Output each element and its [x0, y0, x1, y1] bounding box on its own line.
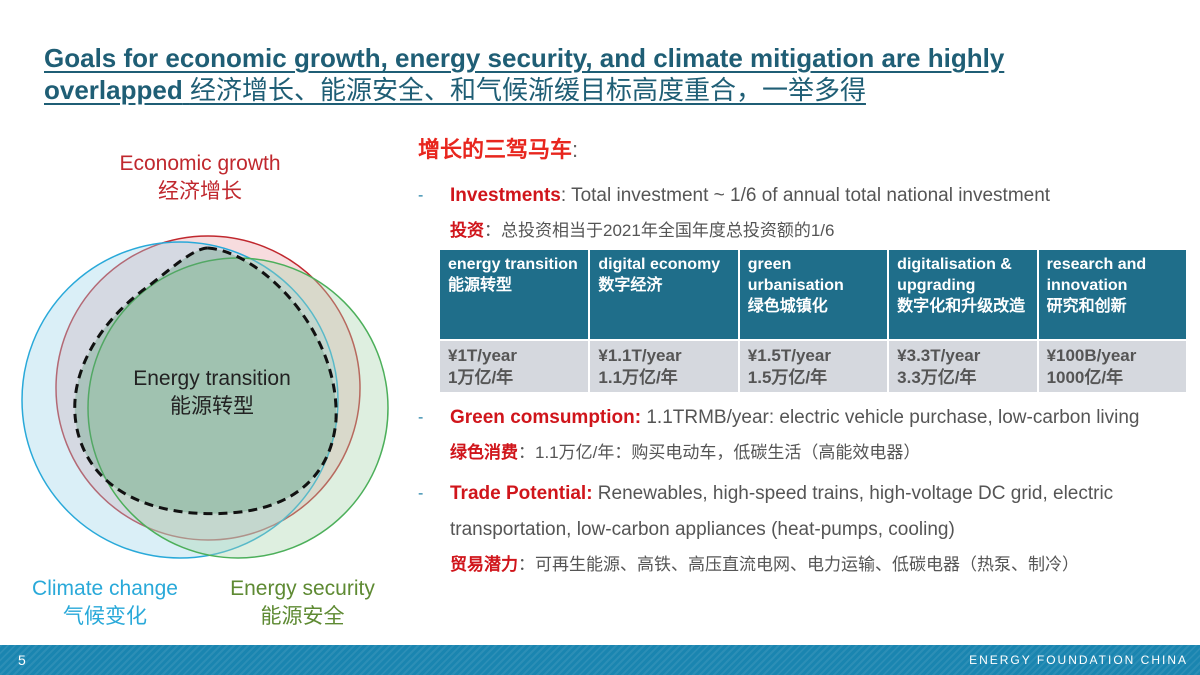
- value-en: ¥100B/year: [1046, 346, 1137, 365]
- value-cn: 1.1万亿/年: [598, 368, 678, 387]
- green-cn-label: 绿色消费: [450, 443, 518, 462]
- title-en-line1: Goals for economic growth, energy securi…: [44, 43, 1005, 73]
- value-en: ¥1.1T/year: [598, 346, 682, 365]
- economic-cn: 经济增长: [158, 180, 242, 203]
- header-cn: 绿色城镇化: [747, 298, 828, 315]
- bullet-dash-icon: -: [418, 187, 424, 204]
- circle-economic: [55, 235, 361, 541]
- label-energy-security: Energy security 能源安全: [205, 575, 400, 631]
- trade-label: Trade Potential:: [450, 483, 593, 504]
- transition-en: Energy transition: [133, 367, 291, 390]
- investments-text: : Total investment ~ 1/6 of annual total…: [560, 185, 1051, 206]
- section-heading: 增长的三驾马车:: [418, 132, 1188, 164]
- security-cn: 能源安全: [260, 605, 345, 628]
- table-cell: ¥1.5T/year 1.5万亿/年: [738, 339, 890, 392]
- energy-transition-outline: [73, 246, 338, 516]
- label-economic-growth: Economic growth 经济增长: [90, 150, 310, 206]
- bullet-green-consumption: - Green comsumption: 1.1TRMB/year: elect…: [418, 400, 1188, 436]
- table-cell: ¥1.1T/year 1.1万亿/年: [589, 339, 740, 392]
- investments-cn: 投资：总投资相当于2021年全国年度总投资额的1/6: [418, 214, 1188, 248]
- heading-colon: :: [572, 137, 579, 162]
- page-number: 5: [18, 652, 26, 668]
- table-header-cell: green urbanisation 绿色城镇化: [738, 250, 890, 340]
- title-cn: 经济增长、能源安全、和气候渐缓目标高度重合，一举多得: [189, 75, 866, 105]
- header-cn: 研究和创新: [1046, 298, 1127, 315]
- investments-cn-text: ：总投资相当于2021年全国年度总投资额的1/6: [484, 221, 835, 240]
- table-header-cell: research and innovation 研究和创新: [1037, 250, 1189, 340]
- slide-title: Goals for economic growth, energy securi…: [44, 42, 1164, 106]
- value-en: ¥1T/year: [448, 346, 517, 365]
- investments-cn-label: 投资: [450, 221, 484, 240]
- climate-cn: 气候变化: [63, 605, 147, 628]
- bullet-investments: - Investments: Total investment ~ 1/6 of…: [418, 178, 1188, 214]
- header-cn: 能源转型: [448, 277, 513, 294]
- investments-label: Investments: [450, 185, 561, 206]
- heading-text: 增长的三驾马车: [418, 137, 573, 162]
- bullet-trade-potential: - Trade Potential: Renewables, high-spee…: [418, 476, 1188, 548]
- label-climate-change: Climate change 气候变化: [10, 575, 200, 631]
- content-panel: 增长的三驾马车: - Investments: Total investment…: [418, 132, 1189, 582]
- table-row: ¥1T/year 1万亿/年 ¥1.1T/year 1.1万亿/年 ¥1.5T/ye…: [440, 339, 1189, 392]
- value-en: ¥1.5T/year: [747, 346, 831, 365]
- trade-cn-label: 贸易潜力: [450, 555, 518, 574]
- header-en: digital economy: [598, 256, 721, 273]
- header-cn: 数字经济: [598, 277, 663, 294]
- investment-table: energy transition 能源转型 digital economy 数字经…: [440, 250, 1189, 392]
- climate-en: Climate change: [32, 577, 178, 600]
- value-cn: 1.5万亿/年: [747, 368, 828, 387]
- venn-circles: [21, 235, 389, 559]
- value-cn: 3.3万亿/年: [897, 368, 977, 387]
- brand-name: ENERGY FOUNDATION CHINA: [969, 653, 1188, 667]
- table-cell: ¥3.3T/year 3.3万亿/年: [888, 339, 1039, 392]
- table-header-row: energy transition 能源转型 digital economy 数字经…: [440, 250, 1189, 340]
- economic-en: Economic growth: [119, 152, 281, 175]
- bullet-dash-icon: -: [418, 409, 424, 426]
- table-header-cell: energy transition 能源转型: [440, 250, 591, 340]
- header-en: green urbanisation: [747, 256, 844, 294]
- circle-climate: [21, 241, 339, 559]
- bullet-dash-icon: -: [418, 485, 424, 502]
- security-en: Energy security: [230, 577, 375, 600]
- table-header-cell: digitalisation & upgrading 数字化和升级改造: [888, 250, 1039, 340]
- transition-cn: 能源转型: [170, 395, 254, 418]
- trade-cn: 贸易潜力：可再生能源、高铁、高压直流电网、电力运输、低碳电器（热泵、制冷）: [418, 548, 1188, 582]
- header-en: research and innovation: [1046, 256, 1147, 294]
- value-cn: 1万亿/年: [448, 368, 514, 387]
- trade-cn-text: ：可再生能源、高铁、高压直流电网、电力运输、低碳电器（热泵、制冷）: [518, 555, 1079, 574]
- table-header-cell: digital economy 数字经济: [589, 250, 740, 340]
- header-cn: 数字化和升级改造: [897, 298, 1026, 315]
- table-cell: ¥1T/year 1万亿/年: [440, 339, 591, 392]
- trade-text: Renewables, high-speed trains, high-volt…: [450, 483, 1114, 540]
- title-en-line2: overlapped: [44, 75, 183, 105]
- header-en: digitalisation & upgrading: [897, 256, 1012, 294]
- header-en: energy transition: [448, 256, 578, 273]
- green-label: Green comsumption:: [450, 407, 642, 428]
- table-cell: ¥100B/year 1000亿/年: [1037, 339, 1189, 392]
- footer-bar: 5 ENERGY FOUNDATION CHINA: [0, 645, 1200, 675]
- green-cn-text: ：1.1万亿/年：购买电动车，低碳生活（高能效电器）: [518, 443, 921, 462]
- label-energy-transition: Energy transition 能源转型: [102, 365, 322, 421]
- value-en: ¥3.3T/year: [897, 346, 981, 365]
- green-cn: 绿色消费：1.1万亿/年：购买电动车，低碳生活（高能效电器）: [418, 436, 1188, 470]
- green-text: 1.1TRMB/year: electric vehicle purchase,…: [641, 407, 1140, 428]
- value-cn: 1000亿/年: [1046, 368, 1124, 387]
